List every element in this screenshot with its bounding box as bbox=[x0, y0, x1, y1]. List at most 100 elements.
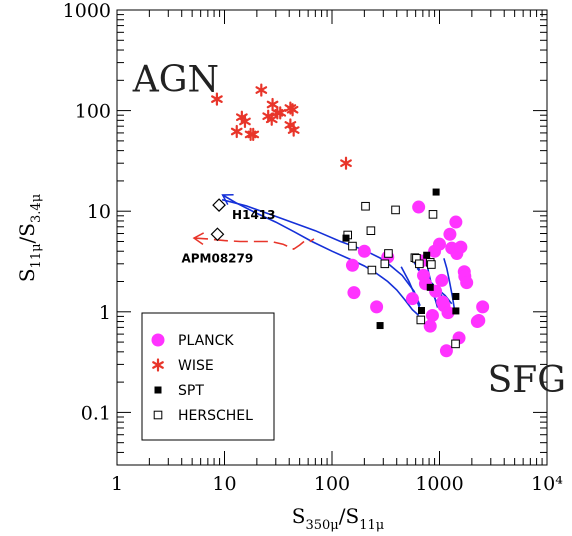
wise-point bbox=[340, 156, 352, 170]
asterisk-stroke bbox=[266, 100, 279, 109]
planck-point bbox=[370, 300, 384, 314]
planck-point bbox=[441, 306, 455, 320]
blue-model-track bbox=[400, 266, 421, 310]
planck-point bbox=[347, 286, 361, 300]
minor-ticks bbox=[117, 10, 547, 466]
legend-marker bbox=[154, 386, 162, 394]
legend-entry: SPT bbox=[154, 383, 204, 399]
wise-point bbox=[274, 106, 287, 120]
y-tick-label: 100 bbox=[75, 101, 111, 123]
herschel-point bbox=[380, 259, 390, 269]
asterisk-stroke bbox=[247, 130, 260, 139]
wise-point bbox=[287, 123, 300, 137]
legend-box bbox=[141, 312, 275, 441]
blue-model-track bbox=[221, 198, 421, 307]
spt-point bbox=[426, 283, 434, 291]
asterisk-stroke bbox=[230, 127, 243, 136]
source-diamond bbox=[212, 198, 226, 212]
asterisk-stroke bbox=[239, 117, 251, 126]
y-tick-label: 10 bbox=[87, 201, 111, 223]
planck-point bbox=[472, 313, 486, 327]
legend-label: WISE bbox=[178, 358, 214, 374]
planck-point bbox=[412, 200, 426, 214]
wise-point bbox=[230, 124, 243, 139]
spt-point bbox=[452, 292, 460, 300]
x-tick-label: 1000 bbox=[415, 473, 463, 495]
asterisk-stroke bbox=[255, 86, 268, 94]
asterisk-stroke bbox=[287, 126, 300, 134]
herschel-point bbox=[384, 249, 393, 258]
source-annotations: H1413 APM08279 bbox=[181, 198, 276, 265]
region-label-agn: AGN bbox=[132, 59, 219, 100]
herschel-point bbox=[361, 201, 370, 211]
y-tick-label: 0.1 bbox=[81, 402, 111, 424]
legend-entry: WISE bbox=[152, 358, 214, 374]
spt-point bbox=[452, 307, 460, 315]
planck-point bbox=[439, 344, 453, 358]
blue-model-track bbox=[443, 258, 456, 310]
planck-point bbox=[443, 227, 457, 241]
wise-point bbox=[211, 92, 223, 106]
y-tick-label: 1000 bbox=[63, 0, 111, 22]
source-label: APM08279 bbox=[181, 251, 253, 265]
asterisk-stroke bbox=[211, 95, 223, 103]
source-label: H1413 bbox=[232, 208, 275, 222]
x-tick-label: 100 bbox=[314, 473, 350, 495]
x-tick-label: 10⁴ bbox=[531, 473, 563, 495]
herschel-point bbox=[367, 265, 377, 275]
herschel-point bbox=[416, 315, 426, 325]
asterisk-stroke bbox=[286, 105, 299, 114]
x-tick-label: 10 bbox=[212, 473, 236, 495]
x-axis-title: S350μ/S11μ bbox=[292, 504, 384, 533]
legend-label: PLANCK bbox=[178, 333, 234, 349]
major-ticks bbox=[116, 9, 548, 465]
planck-point bbox=[405, 292, 419, 306]
spt-point bbox=[423, 251, 431, 259]
asterisk-stroke bbox=[265, 115, 278, 124]
region-label-sfg: SFG bbox=[488, 360, 566, 401]
x-tick-label: 1 bbox=[111, 473, 123, 495]
wise-point bbox=[286, 103, 299, 117]
planck-point bbox=[357, 244, 371, 258]
asterisk-stroke bbox=[340, 159, 352, 168]
planck-point bbox=[435, 273, 449, 287]
planck-point bbox=[423, 319, 437, 333]
spt-point bbox=[342, 234, 350, 242]
planck-point bbox=[425, 308, 439, 322]
legend-label: SPT bbox=[178, 383, 204, 399]
spt-point bbox=[376, 322, 384, 330]
legend-entry: PLANCK bbox=[151, 333, 234, 349]
herschel-point bbox=[366, 226, 376, 235]
spt-point bbox=[417, 307, 425, 315]
y-tick-label: 1 bbox=[99, 302, 111, 324]
wise-point bbox=[247, 127, 260, 141]
planck-point bbox=[433, 237, 446, 251]
herschel-point bbox=[348, 241, 357, 251]
wise-point bbox=[239, 114, 251, 129]
planck-point bbox=[476, 300, 490, 314]
tick-labels: 1 10 100 1000 10⁴ 0.1 1 10 100 1000 bbox=[63, 0, 564, 495]
region-labels: AGN SFG bbox=[132, 59, 566, 400]
legend-marker bbox=[152, 358, 164, 372]
herschel-point bbox=[427, 260, 436, 269]
data-points bbox=[211, 83, 490, 358]
planck-point bbox=[460, 276, 474, 290]
herschel-point bbox=[415, 259, 424, 269]
red-model-track bbox=[193, 237, 315, 251]
legend-marker bbox=[151, 333, 165, 347]
planck-point bbox=[454, 240, 468, 254]
herschel-point bbox=[391, 205, 400, 215]
spt-point bbox=[432, 188, 440, 196]
planck-point bbox=[449, 215, 463, 229]
planck-point bbox=[345, 258, 359, 272]
herschel-point bbox=[428, 210, 438, 219]
legend-label: HERSCHEL bbox=[178, 408, 253, 424]
herschel-point bbox=[451, 339, 460, 349]
source-diamond bbox=[210, 227, 225, 242]
track-arrowhead bbox=[192, 232, 205, 246]
asterisk-stroke bbox=[274, 108, 287, 117]
legend: PLANCK WISE SPT HERSCHEL bbox=[141, 312, 275, 441]
wise-point bbox=[266, 97, 279, 112]
y-axis-title: S11μ/S3.4μ bbox=[15, 194, 44, 282]
